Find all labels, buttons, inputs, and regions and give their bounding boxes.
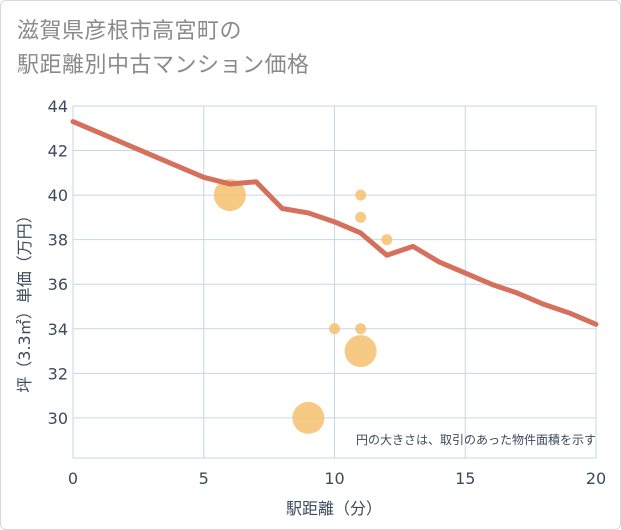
bubble-point xyxy=(381,234,393,246)
y-axis-title: 坪（3.3㎡）単価（万円） xyxy=(15,207,34,392)
x-tick-label: 20 xyxy=(586,469,606,488)
bubble-point xyxy=(329,323,340,335)
bubble-point xyxy=(213,179,246,212)
y-tick-label: 40 xyxy=(48,186,68,205)
x-axis-title: 駅距離（分） xyxy=(286,499,382,518)
bubble-series xyxy=(213,179,393,434)
y-tick-label: 36 xyxy=(48,275,68,294)
bubble-point xyxy=(344,335,377,368)
grid xyxy=(72,105,597,459)
x-axis-ticks: 0 5 10 15 20 xyxy=(68,469,606,488)
trend-line xyxy=(70,119,599,327)
x-tick-label: 15 xyxy=(455,469,475,488)
bubble-point xyxy=(355,323,367,335)
size-note: 円の大きさは、取引のあった物件面積を示す xyxy=(356,432,596,447)
y-tick-label: 30 xyxy=(48,409,68,428)
bubble-point xyxy=(355,211,367,223)
x-tick-label: 10 xyxy=(324,469,344,488)
y-tick-label: 38 xyxy=(48,231,68,250)
chart-title-line-1: 滋賀県彦根市高宮町の xyxy=(17,19,243,44)
chart-title: 滋賀県彦根市高宮町の 駅距離別中古マンション価格 xyxy=(17,15,537,83)
x-tick-label: 0 xyxy=(68,469,78,488)
y-tick-label: 44 xyxy=(48,97,68,116)
chart-title-line-2: 駅距離別中古マンション価格 xyxy=(17,53,310,78)
y-tick-label: 42 xyxy=(48,142,68,161)
y-axis-ticks: 30 32 34 36 38 40 42 44 xyxy=(48,97,68,428)
trend-line-series xyxy=(70,119,599,327)
bubble-point xyxy=(292,401,325,434)
bubble-point xyxy=(355,189,367,201)
x-tick-label: 5 xyxy=(199,469,209,488)
y-tick-label: 34 xyxy=(48,320,68,339)
y-tick-label: 32 xyxy=(48,364,68,383)
